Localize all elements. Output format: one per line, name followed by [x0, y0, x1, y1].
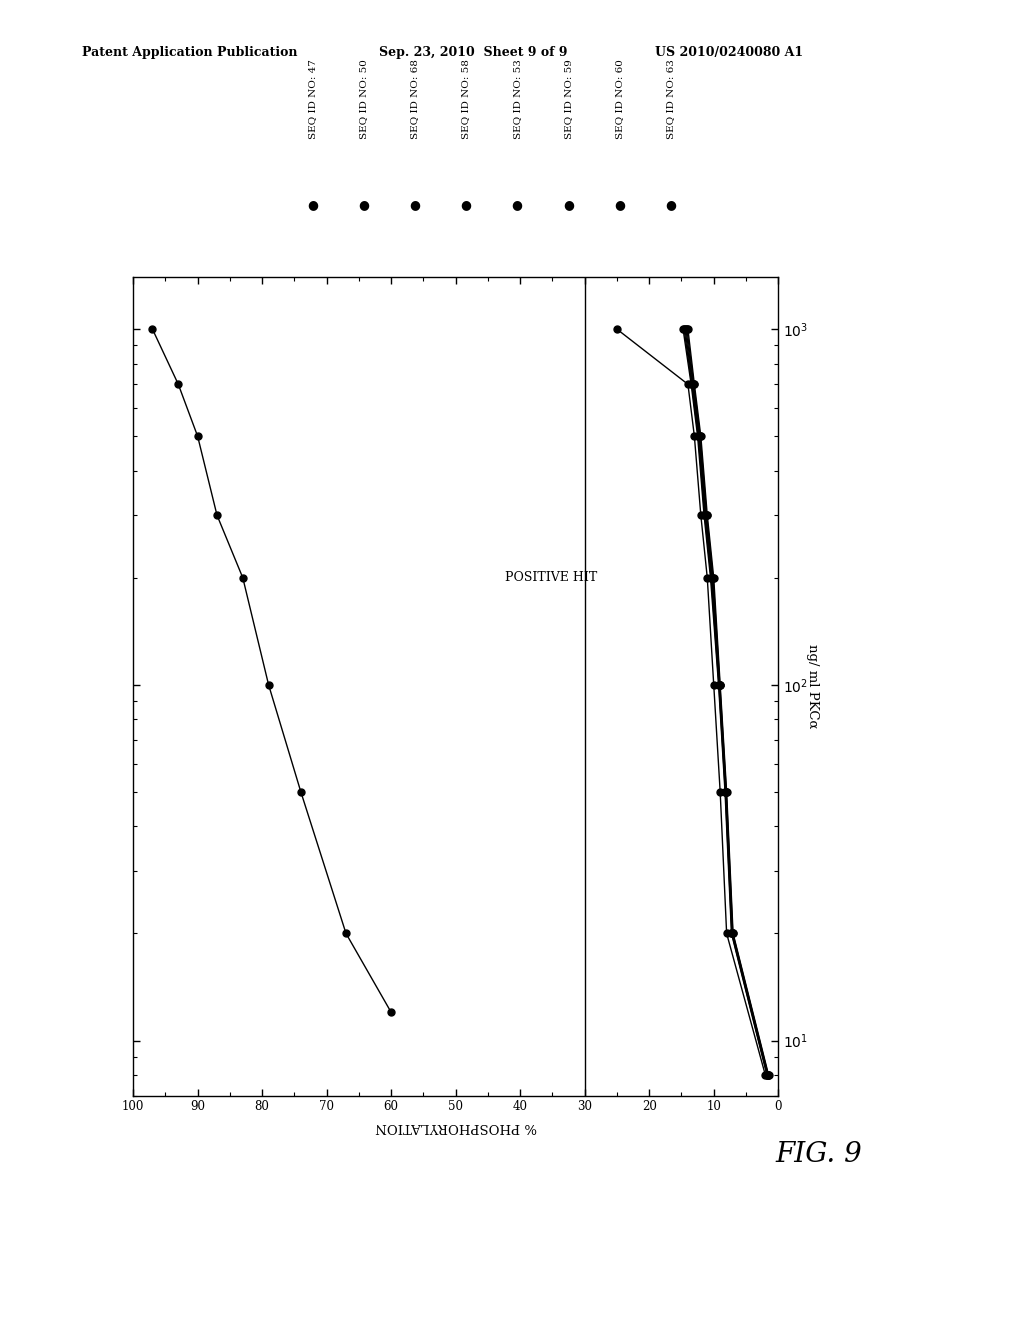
Text: US 2010/0240080 A1: US 2010/0240080 A1	[655, 46, 804, 59]
Text: FIG. 9: FIG. 9	[776, 1142, 862, 1168]
Text: SEQ ID NO: 60: SEQ ID NO: 60	[615, 58, 624, 139]
Text: ●: ●	[512, 198, 522, 211]
Text: ●: ●	[307, 198, 317, 211]
Text: POSITIVE HIT: POSITIVE HIT	[506, 572, 598, 585]
Text: ●: ●	[614, 198, 625, 211]
Text: ●: ●	[358, 198, 369, 211]
Text: SEQ ID NO: 63: SEQ ID NO: 63	[667, 58, 675, 139]
X-axis label: % PHOSPHORYLATION: % PHOSPHORYLATION	[375, 1121, 537, 1134]
Text: ●: ●	[563, 198, 573, 211]
Text: ●: ●	[666, 198, 676, 211]
Text: SEQ ID NO: 68: SEQ ID NO: 68	[411, 58, 419, 139]
Text: ●: ●	[461, 198, 471, 211]
Text: SEQ ID NO: 59: SEQ ID NO: 59	[564, 58, 572, 139]
Text: Patent Application Publication: Patent Application Publication	[82, 46, 297, 59]
Text: SEQ ID NO: 47: SEQ ID NO: 47	[308, 58, 316, 139]
Text: SEQ ID NO: 58: SEQ ID NO: 58	[462, 58, 470, 139]
Text: SEQ ID NO: 53: SEQ ID NO: 53	[513, 58, 521, 139]
Y-axis label: ng/ ml PKCα: ng/ ml PKCα	[806, 644, 819, 729]
Text: ●: ●	[410, 198, 420, 211]
Text: SEQ ID NO: 50: SEQ ID NO: 50	[359, 58, 368, 139]
Text: Sep. 23, 2010  Sheet 9 of 9: Sep. 23, 2010 Sheet 9 of 9	[379, 46, 567, 59]
